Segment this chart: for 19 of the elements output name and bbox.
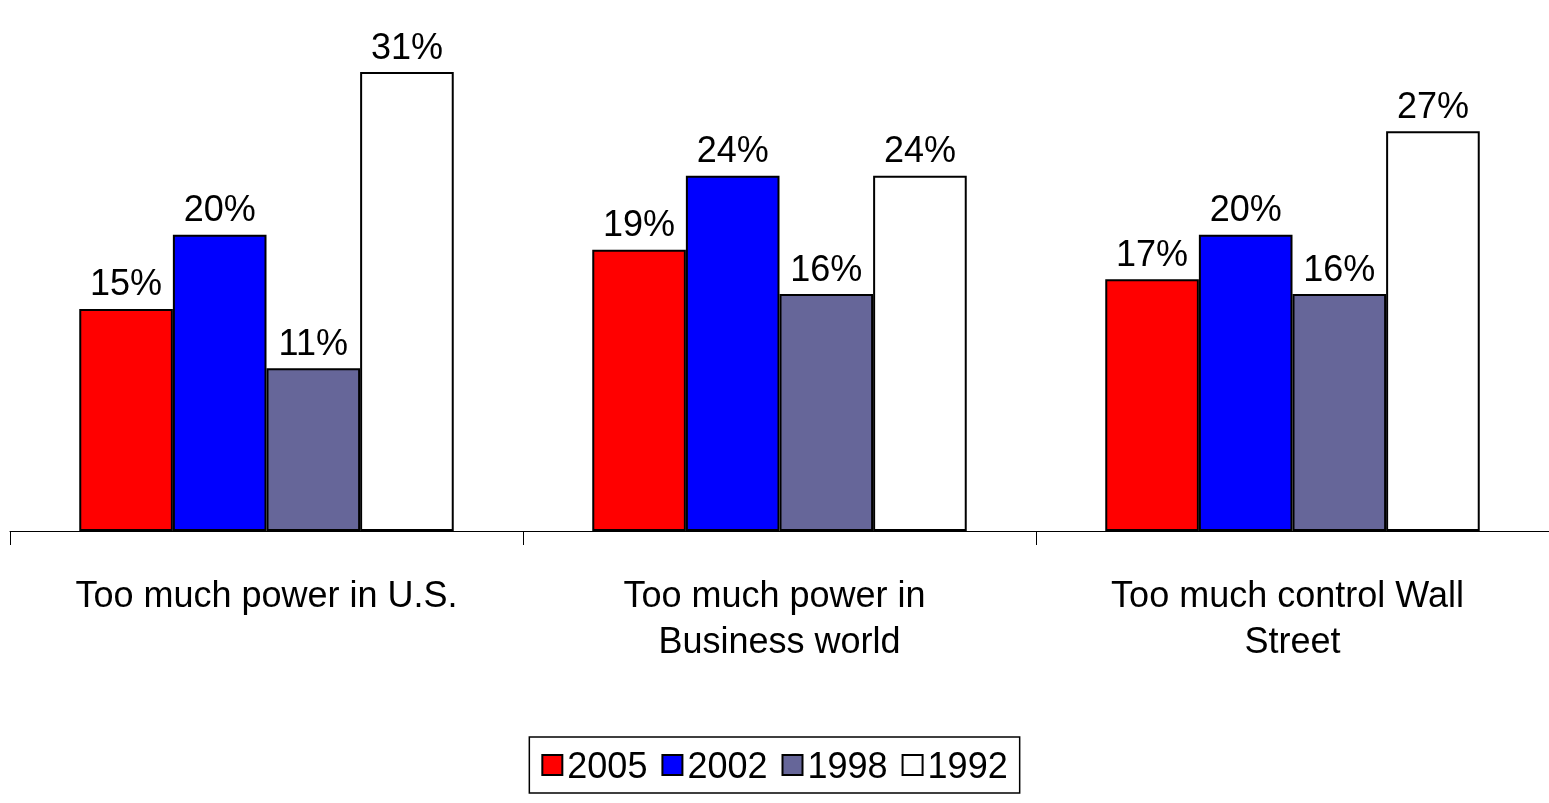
x-tick-label: Too much power in U.S. [75, 573, 458, 615]
data-label: 20% [183, 188, 256, 230]
data-label: 17% [1116, 232, 1189, 274]
data-label: 20% [1209, 188, 1282, 230]
data-label: 16% [1303, 247, 1376, 289]
data-label: 16% [790, 247, 863, 289]
data-label: 24% [696, 129, 769, 171]
x-tick-label: Too much control Wall Street [1111, 573, 1474, 661]
legend-label: 1992 [927, 744, 1008, 786]
data-label: 11% [278, 321, 349, 363]
data-label: 19% [603, 203, 676, 245]
x-tick-label: Too much power in Business world [623, 573, 936, 661]
data-label: 31% [370, 25, 443, 67]
data-label: 27% [1396, 84, 1469, 126]
data-label: 15% [90, 262, 163, 304]
legend-label: 2002 [687, 744, 768, 786]
data-label: 24% [883, 129, 956, 171]
legend-label: 2005 [567, 744, 648, 786]
legend-label: 1998 [807, 744, 888, 786]
